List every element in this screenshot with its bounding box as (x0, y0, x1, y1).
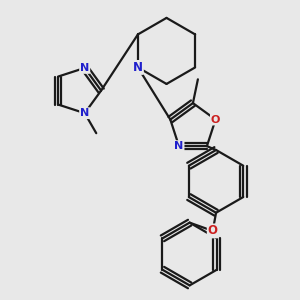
Text: N: N (174, 141, 184, 151)
Text: O: O (211, 115, 220, 124)
Text: N: N (133, 61, 143, 74)
Text: N: N (80, 108, 89, 118)
Text: O: O (208, 224, 218, 237)
Text: N: N (80, 63, 89, 73)
